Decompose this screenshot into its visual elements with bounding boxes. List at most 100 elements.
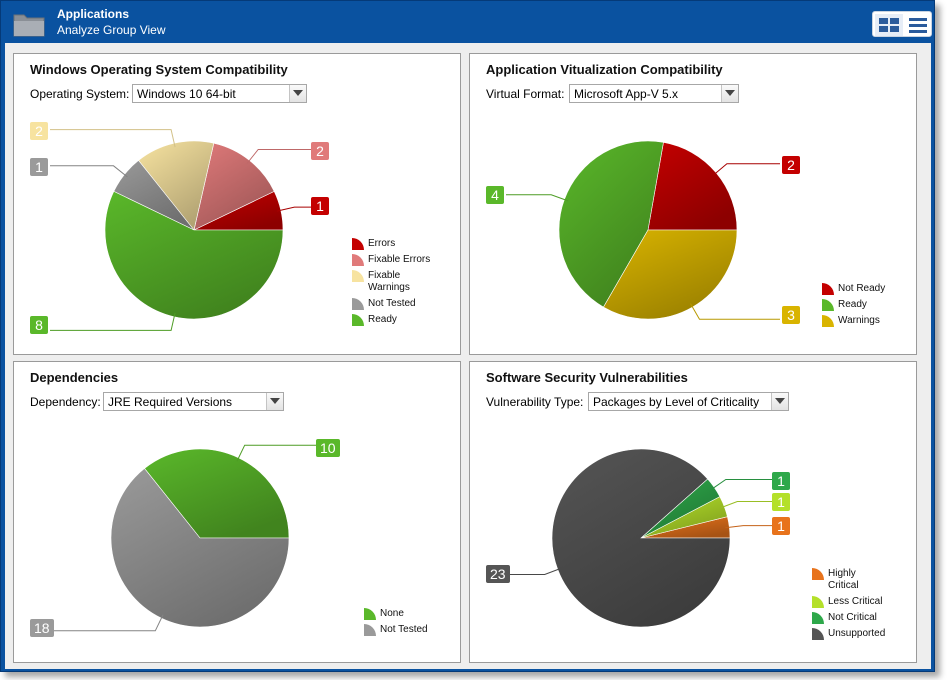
panel-title: Windows Operating System Compatibility bbox=[30, 62, 288, 77]
operating-system-value: Windows 10 64-bit bbox=[137, 87, 236, 101]
leader-line bbox=[725, 525, 780, 529]
leader-line bbox=[50, 129, 176, 148]
legend-swatch bbox=[364, 624, 376, 636]
virtualization-pie-chart bbox=[506, 140, 780, 320]
legend-label: Not Tested bbox=[368, 298, 416, 309]
panel-title: Software Security Vulnerabilities bbox=[486, 370, 688, 385]
application-window: Applications Analyze Group View bbox=[0, 0, 935, 672]
legend-item: Ready bbox=[822, 299, 912, 311]
legend-item: Warnings bbox=[822, 315, 912, 327]
operating-system-label: Operating System: bbox=[30, 87, 130, 101]
leader-line bbox=[506, 194, 569, 202]
legend-item: Ready bbox=[352, 314, 442, 326]
leader-line bbox=[720, 501, 780, 509]
view-toggle bbox=[872, 11, 932, 37]
legend-item: Errors bbox=[352, 238, 442, 250]
legend-label: Not Tested bbox=[380, 624, 428, 635]
callout-not-ready: 2 bbox=[782, 156, 800, 174]
legend-item: Unsupported bbox=[812, 628, 902, 640]
chevron-down-icon[interactable] bbox=[721, 85, 738, 102]
leader-line bbox=[712, 163, 780, 176]
chevron-down-icon[interactable] bbox=[266, 393, 283, 410]
callout-fixable-errors: 2 bbox=[311, 142, 329, 160]
virtual-format-value: Microsoft App-V 5.x bbox=[574, 87, 679, 101]
callout-warnings: 3 bbox=[782, 306, 800, 324]
dependencies-pie-chart bbox=[50, 444, 324, 632]
virtualization-compatibility-panel: Application Vitualization Compatibility … bbox=[469, 53, 917, 355]
security-vulnerabilities-panel: Software Security Vulnerabilities Vulner… bbox=[469, 361, 917, 663]
legend-item: Fixable Errors bbox=[352, 254, 442, 266]
panel-title: Dependencies bbox=[30, 370, 119, 385]
dashboard-content: Windows Operating System Compatibility O… bbox=[5, 43, 931, 669]
virtual-format-label: Virtual Format: bbox=[486, 87, 565, 101]
dependency-label: Dependency: bbox=[30, 395, 101, 409]
legend-swatch bbox=[812, 596, 824, 608]
page-title: Applications bbox=[57, 7, 130, 21]
windows-compatibility-pie-chart bbox=[50, 129, 324, 331]
chevron-down-icon[interactable] bbox=[289, 85, 306, 102]
legend-label: Warnings bbox=[838, 315, 880, 326]
legend-swatch bbox=[352, 314, 364, 326]
legend-label: Ready bbox=[838, 299, 867, 310]
header-bar: Applications Analyze Group View bbox=[1, 1, 934, 43]
callout-not-critical: 1 bbox=[772, 472, 790, 490]
leader-line bbox=[236, 444, 324, 462]
legend-swatch bbox=[822, 299, 834, 311]
legend-item: None bbox=[364, 608, 454, 620]
callout-not-tested: 1 bbox=[30, 158, 48, 176]
legend-label: Not Critical bbox=[828, 612, 877, 623]
leader-line bbox=[50, 614, 164, 632]
vulnerability-type-value: Packages by Level of Criticality bbox=[593, 395, 760, 409]
leader-line bbox=[506, 567, 562, 575]
chevron-down-icon[interactable] bbox=[771, 393, 788, 410]
leader-line bbox=[50, 312, 176, 331]
security-pie-chart bbox=[506, 448, 780, 628]
legend-label: Unsupported bbox=[828, 628, 886, 639]
legend-swatch bbox=[352, 270, 364, 282]
grid-view-icon[interactable] bbox=[875, 14, 903, 36]
leader-line bbox=[50, 165, 128, 178]
page-subtitle: Analyze Group View bbox=[57, 23, 166, 37]
legend-label: Highly Critical bbox=[828, 568, 859, 591]
callout-fixable-warnings: 2 bbox=[30, 122, 48, 140]
callout-ready: 4 bbox=[486, 186, 504, 204]
legend-item: Less Critical bbox=[812, 596, 902, 608]
legend-item: Not Ready bbox=[822, 283, 912, 295]
legend-swatch bbox=[812, 628, 824, 640]
virtual-format-select[interactable]: Microsoft App-V 5.x bbox=[569, 84, 739, 103]
legend-swatch bbox=[352, 238, 364, 250]
vulnerability-type-select[interactable]: Packages by Level of Criticality bbox=[588, 392, 789, 411]
legend-label: Errors bbox=[368, 238, 396, 249]
callout-ready: 8 bbox=[30, 316, 48, 334]
legend-label: Fixable Warnings bbox=[368, 270, 410, 293]
dependency-value: JRE Required Versions bbox=[108, 395, 233, 409]
legend-item: Not Tested bbox=[364, 624, 454, 636]
leader-line bbox=[246, 149, 324, 164]
legend-label: None bbox=[380, 608, 404, 619]
legend-swatch bbox=[352, 254, 364, 266]
legend-item: Not Critical bbox=[812, 612, 902, 624]
pie-slice-unsupported[interactable] bbox=[551, 448, 731, 628]
legend-swatch bbox=[352, 298, 364, 310]
dependencies-panel: Dependencies Dependency: JRE Required Ve… bbox=[13, 361, 461, 663]
operating-system-select[interactable]: Windows 10 64-bit bbox=[132, 84, 307, 103]
leader-line bbox=[710, 479, 780, 491]
dependency-select[interactable]: JRE Required Versions bbox=[103, 392, 284, 411]
legend-label: Less Critical bbox=[828, 596, 883, 607]
list-view-icon[interactable] bbox=[909, 18, 927, 33]
callout-errors: 1 bbox=[311, 197, 329, 215]
security-legend: Highly Critical Less Critical Not Critical U… bbox=[812, 568, 902, 644]
callout-less-critical: 1 bbox=[772, 493, 790, 511]
leader-line bbox=[690, 303, 780, 320]
legend-item: Not Tested bbox=[352, 298, 442, 310]
dependencies-legend: None Not Tested bbox=[364, 608, 454, 640]
legend-swatch bbox=[364, 608, 376, 620]
callout-highly-critical: 1 bbox=[772, 517, 790, 535]
legend-item: Fixable Warnings bbox=[352, 270, 442, 294]
callout-unsupported: 23 bbox=[486, 565, 510, 583]
virtualization-legend: Not Ready Ready Warnings bbox=[822, 283, 912, 331]
callout-none: 10 bbox=[316, 439, 340, 457]
legend-label: Ready bbox=[368, 314, 397, 325]
windows-compatibility-legend: Errors Fixable Errors Fixable Warnings Not T… bbox=[352, 238, 442, 330]
folder-icon bbox=[13, 14, 45, 37]
